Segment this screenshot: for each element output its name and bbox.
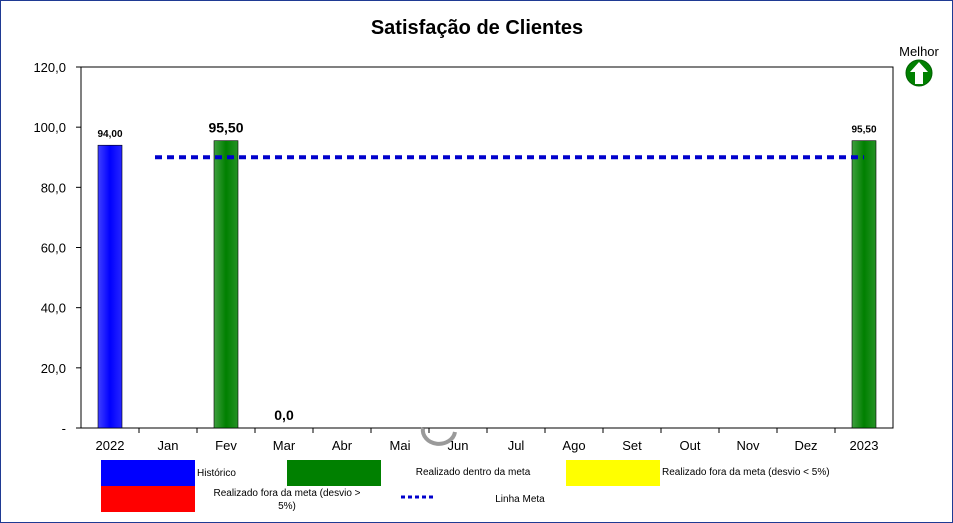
y-tick-label: - bbox=[62, 421, 66, 436]
y-tick-label: 80,0 bbox=[41, 180, 66, 195]
x-tick-label: Abr bbox=[332, 438, 353, 453]
legend-swatch bbox=[566, 460, 660, 486]
x-tick-label: Jul bbox=[508, 438, 525, 453]
x-axis: 2022 Jan Fev Mar Abr Mai Jun Jul Ago Set Out Nov Dez… bbox=[96, 428, 879, 453]
better-indicator-label: Melhor bbox=[899, 44, 939, 59]
x-tick-label: Mai bbox=[390, 438, 411, 453]
bars: 94,00 95,50 95,50 0,0 bbox=[97, 120, 877, 429]
legend-swatch bbox=[101, 460, 195, 486]
y-tick-label: 60,0 bbox=[41, 241, 66, 256]
x-tick-label: Mar bbox=[273, 438, 296, 453]
x-tick-label: Dez bbox=[794, 438, 817, 453]
legend: Histórico Realizado dentro da meta Realiza… bbox=[101, 460, 830, 512]
y-tick-label: 120,0 bbox=[33, 60, 66, 75]
legend-swatch bbox=[287, 460, 381, 486]
bar bbox=[97, 144, 123, 429]
y-tick-label: 40,0 bbox=[41, 301, 66, 316]
plot-area bbox=[80, 66, 894, 429]
x-tick-label: Nov bbox=[736, 438, 760, 453]
x-tick-label: 2023 bbox=[850, 438, 879, 453]
bar bbox=[213, 140, 239, 429]
legend-label: Histórico bbox=[197, 468, 236, 479]
data-label: 0,0 bbox=[274, 407, 294, 423]
y-tick-label: 20,0 bbox=[41, 361, 66, 376]
legend-label: Realizado fora da meta (desvio < 5%) bbox=[662, 467, 830, 478]
x-tick-label: Ago bbox=[562, 438, 585, 453]
y-tick-label: 100,0 bbox=[33, 120, 66, 135]
legend-swatch bbox=[101, 486, 195, 512]
loading-arc-decoration bbox=[420, 427, 457, 446]
x-tick-label: Set bbox=[622, 438, 642, 453]
x-tick-label: Fev bbox=[215, 438, 237, 453]
better-indicator: Melhor bbox=[899, 44, 940, 87]
data-label: 95,50 bbox=[208, 120, 243, 136]
x-tick-label: Jan bbox=[158, 438, 179, 453]
bar bbox=[851, 140, 877, 429]
y-axis: - 20,0 40,0 60,0 80,0 100,0 120,0 bbox=[33, 60, 81, 436]
data-label: 95,50 bbox=[851, 125, 876, 136]
data-label: 94,00 bbox=[97, 129, 122, 140]
up-arrow-icon bbox=[905, 59, 933, 87]
legend-label: Realizado fora da meta (desvio >5%) bbox=[213, 488, 360, 512]
x-tick-label: 2022 bbox=[96, 438, 125, 453]
x-tick-label: Out bbox=[680, 438, 701, 453]
legend-label: Linha Meta bbox=[495, 494, 545, 505]
x-tick-label: Jun bbox=[448, 438, 469, 453]
chart-title: Satisfação de Clientes bbox=[371, 17, 583, 39]
legend-label: Realizado dentro da meta bbox=[416, 467, 531, 478]
